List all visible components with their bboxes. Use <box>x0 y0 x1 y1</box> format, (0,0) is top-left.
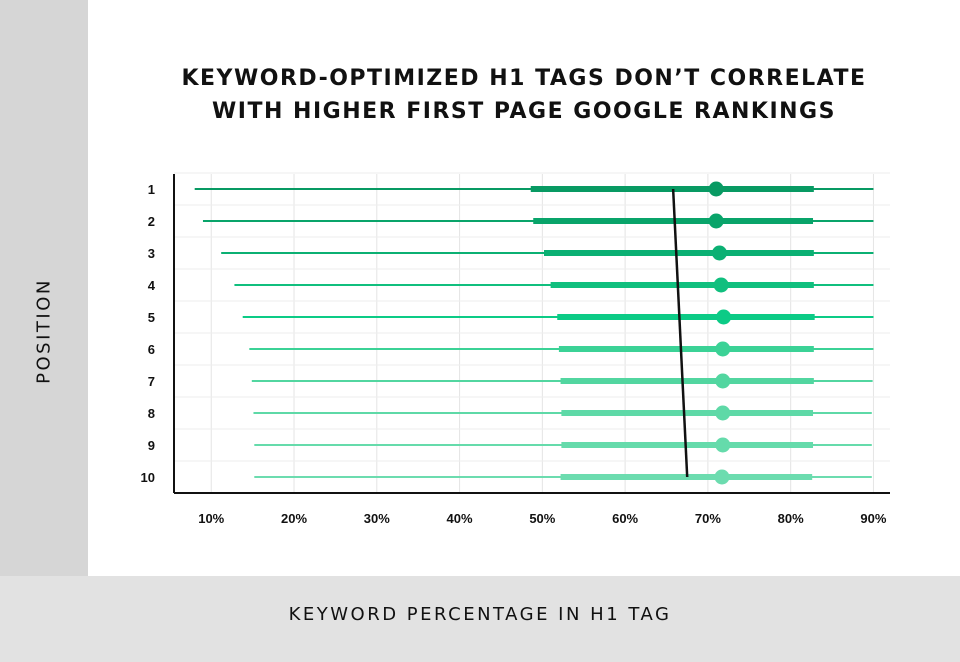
mean-point <box>716 309 732 325</box>
chart-title-line-2: WITH HIGHER FIRST PAGE GOOGLE RANKINGS <box>212 99 836 124</box>
x-tick-label: 60% <box>612 511 638 526</box>
mean-point <box>713 277 729 293</box>
chart-title: KEYWORD-OPTIMIZED H1 TAGS DON’T CORRELAT… <box>88 62 960 128</box>
y-axis-band <box>0 0 88 662</box>
mean-point <box>714 469 730 485</box>
plot-area: 10% 20% 30% 40% 50% 60% 70% 80% 90% 1 2 3 4 5 6 7 8 9 10 <box>141 172 890 526</box>
x-tick-label: 20% <box>281 511 307 526</box>
mean-point <box>708 213 724 229</box>
y-tick-label: 1 <box>148 182 155 197</box>
y-tick-label: 3 <box>148 246 155 261</box>
mean-point <box>715 405 731 421</box>
x-tick-label: 90% <box>860 511 886 526</box>
mean-point <box>708 181 724 197</box>
y-tick-label: 6 <box>148 342 155 357</box>
x-tick-label: 30% <box>364 511 390 526</box>
trend-line-layer <box>671 188 689 478</box>
x-tick-labels: 10% 20% 30% 40% 50% 60% 70% 80% 90% <box>198 511 887 526</box>
data-rows <box>194 181 874 485</box>
x-axis-band <box>0 576 960 662</box>
y-tick-label: 7 <box>148 374 155 389</box>
mean-point <box>715 341 731 357</box>
mean-point <box>715 373 731 389</box>
mean-point <box>711 245 727 261</box>
x-tick-label: 70% <box>695 511 721 526</box>
y-tick-label: 9 <box>148 438 155 453</box>
trend-line <box>671 188 689 478</box>
chart-title-line-1: KEYWORD-OPTIMIZED H1 TAGS DON’T CORRELAT… <box>181 66 867 91</box>
x-tick-label: 40% <box>447 511 473 526</box>
x-axis-title: KEYWORD PERCENTAGE IN H1 TAG <box>288 604 672 625</box>
x-tick-label: 50% <box>529 511 555 526</box>
y-tick-labels: 1 2 3 4 5 6 7 8 9 10 <box>141 182 156 485</box>
x-tick-label: 80% <box>778 511 804 526</box>
y-tick-label: 5 <box>148 310 155 325</box>
y-tick-label: 2 <box>148 214 155 229</box>
y-tick-label: 8 <box>148 406 155 421</box>
y-tick-label: 10 <box>141 470 155 485</box>
x-tick-label: 10% <box>198 511 224 526</box>
y-tick-label: 4 <box>148 278 156 293</box>
chart-card <box>88 0 960 576</box>
mean-point <box>715 437 731 453</box>
grid-layer <box>174 172 890 494</box>
axis-layer <box>173 174 890 494</box>
